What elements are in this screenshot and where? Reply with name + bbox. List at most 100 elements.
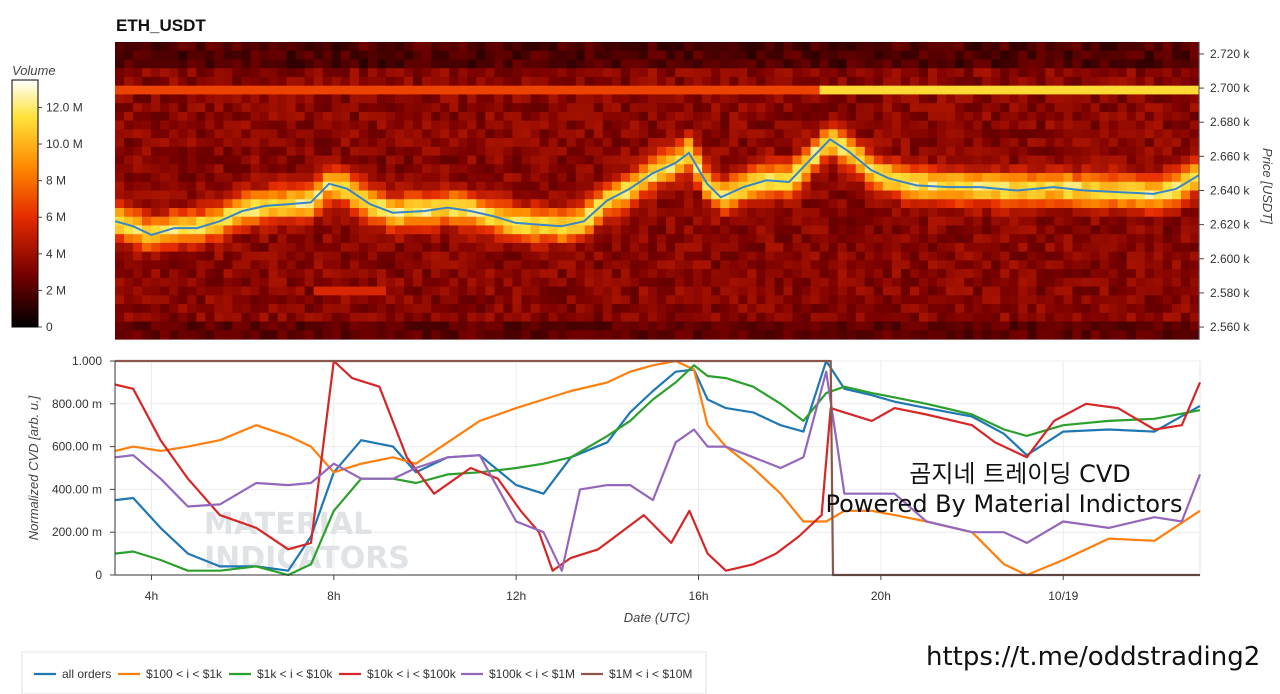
heatmap-cell — [1063, 155, 1074, 165]
heatmap-cell — [160, 111, 170, 122]
heatmap-cell — [747, 129, 757, 139]
heatmap-cell — [376, 173, 387, 183]
heatmap-cell — [602, 50, 613, 61]
price-tick-label: 2.660 k — [1210, 149, 1250, 163]
heatmap-cell — [223, 103, 234, 113]
heatmap-cell — [747, 216, 757, 227]
heatmap-cell — [946, 129, 956, 139]
heatmap-cell — [575, 330, 586, 340]
heatmap-cell — [1189, 216, 1200, 227]
heatmap-cell — [973, 103, 983, 113]
heatmap-cell — [846, 42, 857, 52]
heatmap-cell — [395, 164, 405, 174]
heatmap-cell — [313, 42, 324, 52]
heatmap-cell — [404, 42, 414, 52]
heatmap-cell — [675, 269, 685, 279]
heatmap-cell — [828, 321, 839, 331]
heatmap-cell — [666, 103, 676, 113]
heatmap-cell — [846, 286, 857, 296]
heatmap-cell — [864, 94, 875, 104]
heatmap-cell — [873, 321, 884, 331]
heatmap-cell — [675, 295, 685, 305]
heatmap-cell — [1018, 199, 1028, 209]
heatmap-cell — [1027, 190, 1037, 200]
heatmap-cell — [566, 146, 577, 157]
heatmap-cell — [476, 173, 486, 183]
heatmap-cell — [313, 173, 324, 183]
legend-item-label[interactable]: $100k < i < $1M — [489, 667, 575, 681]
heatmap-cell — [440, 277, 450, 288]
heatmap-cell — [828, 225, 839, 235]
heatmap-cell — [422, 94, 432, 104]
heatmap-cell — [756, 50, 766, 61]
heatmap-cell — [765, 304, 776, 314]
heatmap-cell — [946, 251, 956, 261]
heatmap-cell — [702, 304, 712, 314]
heatmap-cell — [1054, 120, 1065, 130]
heatmap-cell — [205, 277, 215, 288]
heatmap-cell — [476, 111, 486, 122]
heatmap-cell — [187, 286, 197, 296]
heatmap-cell — [738, 76, 748, 87]
heatmap-cell — [467, 59, 477, 69]
legend-item-label[interactable]: $1M < i < $10M — [609, 667, 692, 681]
heatmap-cell — [205, 216, 215, 227]
heatmap-cell — [160, 321, 170, 331]
heatmap-cell — [891, 260, 902, 270]
heatmap-cell — [873, 251, 884, 261]
heatmap-cell — [729, 42, 739, 52]
heatmap-cell — [331, 234, 342, 244]
heatmap-cell — [413, 286, 423, 296]
heatmap-cell — [566, 277, 577, 288]
heatmap-cell — [223, 269, 234, 279]
heatmap-cell — [946, 85, 956, 96]
heatmap-cell — [675, 68, 685, 78]
heatmap-cell — [756, 251, 766, 261]
heatmap-cell — [512, 312, 523, 323]
heatmap-cell — [1135, 155, 1146, 165]
heatmap-cell — [964, 225, 974, 235]
legend-item-label[interactable]: $100 < i < $1k — [146, 667, 223, 681]
heatmap-cell — [205, 129, 215, 139]
heatmap-cell — [169, 286, 179, 296]
heatmap-cell — [882, 164, 893, 174]
heatmap-cell — [1162, 42, 1173, 52]
heatmap-cell — [196, 304, 206, 314]
legend-item-label[interactable]: $1k < i < $10k — [257, 667, 333, 681]
heatmap-cell — [756, 199, 766, 209]
heatmap-cell — [404, 59, 414, 69]
heatmap-cell — [964, 94, 974, 104]
heatmap-cell — [142, 286, 152, 296]
heatmap-cell — [1144, 68, 1155, 78]
heatmap-cell — [774, 225, 785, 235]
heatmap-cell — [810, 50, 821, 61]
heatmap-cell — [1162, 76, 1173, 87]
heatmap-cell — [485, 155, 495, 165]
heatmap-cell — [331, 173, 342, 183]
heatmap-cell — [1153, 146, 1164, 157]
heatmap-cell — [340, 207, 351, 218]
legend-item-label[interactable]: all orders — [62, 667, 111, 681]
heatmap-cell — [205, 50, 215, 61]
heatmap-cell — [1108, 120, 1119, 130]
heatmap-cell — [196, 330, 206, 340]
heatmap-cell — [151, 234, 161, 244]
legend-item-label[interactable]: $10k < i < $100k — [367, 667, 457, 681]
heatmap-cell — [340, 190, 351, 200]
heatmap-cell — [684, 269, 694, 279]
heatmap-cell — [955, 312, 965, 323]
heatmap-cell — [548, 103, 559, 113]
heatmap-cell — [494, 181, 505, 192]
heatmap-cell — [151, 295, 161, 305]
heatmap-cell — [476, 330, 486, 340]
heatmap-cell — [548, 138, 559, 148]
heatmap-cell — [566, 260, 577, 270]
heatmap-cell — [973, 330, 983, 340]
heatmap-cell — [955, 330, 965, 340]
heatmap-cell — [810, 312, 821, 323]
heatmap-cell — [178, 234, 188, 244]
heatmap-cell — [250, 155, 261, 165]
heatmap-cell — [1081, 155, 1092, 165]
heatmap-cell — [404, 68, 414, 78]
heatmap-cell — [376, 286, 387, 296]
